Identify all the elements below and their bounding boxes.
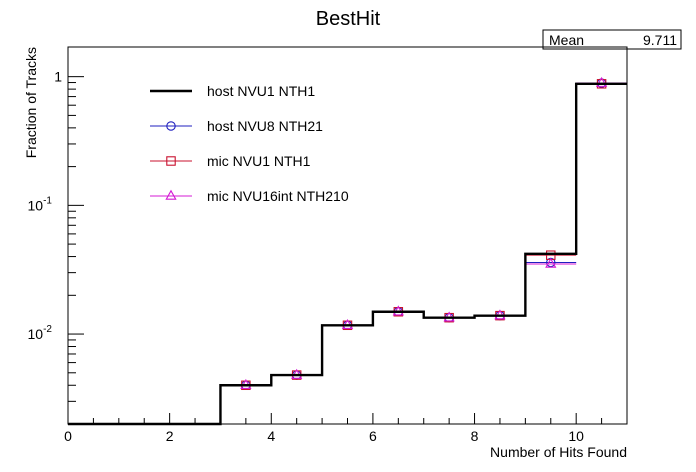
y-tick-label: 10-1	[28, 195, 53, 213]
marker-triangle	[545, 257, 557, 268]
y-tick-base: 10	[28, 326, 44, 342]
y-tick-label: 1	[54, 69, 62, 85]
stats-label: Mean	[549, 32, 584, 48]
y-axis: 110-110-2	[28, 69, 84, 425]
stats-box: Mean 9.711	[542, 29, 682, 50]
x-tick-label: 4	[267, 428, 275, 444]
x-tick-label: 6	[369, 428, 377, 444]
y-axis-label: Fraction of Tracks	[23, 47, 39, 158]
x-tick-label: 10	[568, 428, 584, 444]
y-tick-base: 10	[28, 197, 44, 213]
chart-title: BestHit	[316, 8, 381, 30]
legend-label: host NVU1 NTH1	[207, 83, 315, 99]
marker-square	[166, 156, 176, 166]
legend-item: mic NVU16int NTH210	[150, 188, 349, 204]
legend-label: mic NVU1 NTH1	[207, 153, 311, 169]
legend-item: mic NVU1 NTH1	[150, 153, 311, 169]
histogram-line	[68, 82, 627, 426]
x-tick-label: 0	[64, 428, 72, 444]
legend-item: host NVU1 NTH1	[150, 83, 315, 99]
legend-label: mic NVU16int NTH210	[207, 188, 349, 204]
x-axis-label: Number of Hits Found	[490, 444, 627, 460]
stats-value: 9.711	[643, 32, 677, 48]
marker-triangle	[595, 76, 608, 87]
marker-circle	[166, 121, 176, 131]
y-tick-label: 10-2	[28, 324, 53, 342]
marker-triangle	[165, 189, 177, 200]
x-axis: 0 2 4 6 8 10	[64, 413, 628, 444]
y-tick-exponent: -1	[43, 195, 52, 206]
plot-frame	[67, 46, 628, 425]
legend: host NVU1 NTH1 host NVU8 NTH21 mic NVU1 NT…	[150, 83, 349, 204]
y-tick-exponent: -2	[43, 324, 52, 335]
series-host-nvu1-nth1	[68, 82, 627, 426]
legend-label: host NVU8 NTH21	[207, 118, 323, 134]
legend-item: host NVU8 NTH21	[150, 118, 323, 134]
series-layer	[68, 76, 627, 426]
x-tick-label: 2	[166, 428, 174, 444]
x-tick-label: 8	[471, 428, 479, 444]
